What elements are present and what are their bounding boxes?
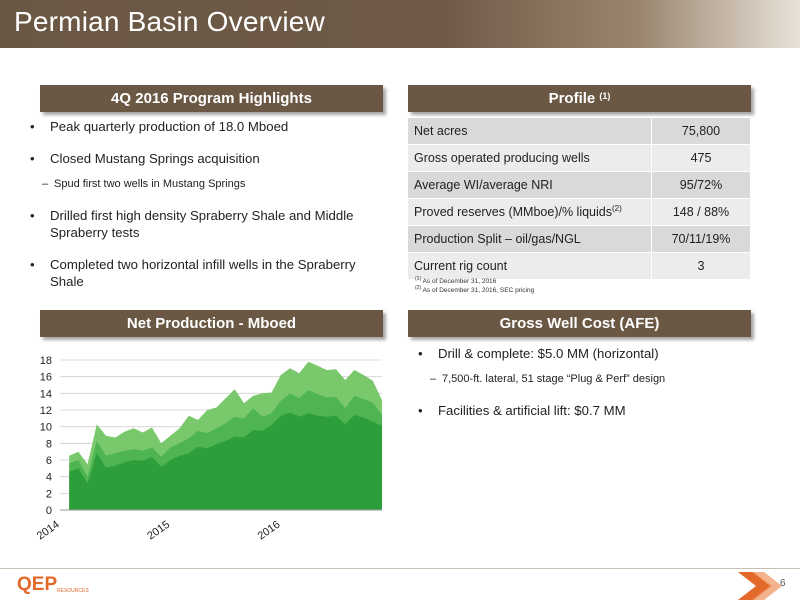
y-tick-label: 18 — [40, 355, 52, 367]
profile-table: Net acres 75,800 Gross operated producing … — [407, 117, 751, 280]
net-production-chart: 0 2 4 6 8 10 12 14 16 18 2014 2015 2016 — [35, 355, 382, 543]
profile-row-label: Production Split – oil/gas/NGL — [407, 225, 652, 253]
logo-text: QEP — [17, 574, 57, 595]
title-bar: Permian Basin Overview — [0, 0, 800, 48]
footnote-1: (1) As of December 31, 2016 — [415, 276, 496, 285]
profile-label-text: Production Split – oil/gas/NGL — [414, 232, 581, 246]
profile-label-text: Proved reserves (MMboe)/% liquids — [414, 205, 612, 220]
profile-heading-text: Profile — [548, 90, 596, 107]
y-tick-label: 12 — [40, 405, 52, 417]
production-heading: Net Production - Mboed — [40, 310, 383, 337]
profile-row-label: Net acres — [407, 117, 652, 145]
x-tick-label: 2016 — [256, 519, 283, 543]
well-cost-heading: Gross Well Cost (AFE) — [408, 310, 751, 337]
x-tick-label: 2014 — [35, 519, 62, 543]
y-tick-label: 10 — [40, 422, 52, 434]
profile-row-label: Current rig count — [407, 252, 652, 280]
highlight-item: Spud first two wells in Mustang Springs — [22, 176, 392, 193]
footnote-2: (2) As of December 31, 2016, SEC pricing — [415, 285, 534, 294]
y-tick-label: 6 — [46, 455, 52, 467]
profile-row-value: 3 — [651, 252, 751, 280]
profile-row-label: Average WI/average NRI — [407, 171, 652, 199]
profile-row-value: 148 / 88% — [651, 198, 751, 226]
highlight-item: Peak quarterly production of 18.0 Mboed — [22, 118, 392, 135]
profile-row: Current rig count 3 — [407, 252, 751, 280]
profile-label-text: Current rig count — [414, 259, 508, 273]
logo-subtext: RESOURCES — [57, 588, 89, 594]
profile-row: Gross operated producing wells 475 — [407, 144, 751, 172]
production-heading-text: Net Production - Mboed — [126, 315, 297, 332]
profile-heading-footnote: (1) — [599, 91, 611, 101]
well-cost-list: Drill & complete: $5.0 MM (horizontal) 7,… — [410, 345, 780, 434]
footnote-2-text: As of December 31, 2016, SEC pricing — [422, 287, 535, 295]
profile-row-value: 95/72% — [651, 171, 751, 199]
page-number: 6 — [780, 578, 786, 589]
y-tick-label: 2 — [46, 488, 52, 500]
profile-row-value: 70/11/19% — [651, 225, 751, 253]
highlight-item: Drilled first high density Spraberry Sha… — [22, 207, 392, 241]
profile-label-text: Net acres — [414, 124, 468, 138]
footnote-1-mark: (1) — [415, 276, 422, 282]
highlights-heading: 4Q 2016 Program Highlights — [40, 85, 383, 112]
profile-label-footnote: (2) — [612, 204, 622, 214]
well-cost-item: Facilities & artificial lift: $0.7 MM — [410, 402, 780, 419]
y-tick-label: 0 — [46, 505, 52, 517]
well-cost-item: 7,500-ft. lateral, 51 stage “Plug & Perf… — [410, 371, 780, 388]
highlights-list: Peak quarterly production of 18.0 Mboed C… — [22, 118, 392, 305]
y-tick-label: 4 — [46, 472, 52, 484]
highlights-heading-text: 4Q 2016 Program Highlights — [111, 90, 312, 107]
y-tick-label: 14 — [40, 388, 52, 400]
area-series-1 — [69, 412, 382, 510]
profile-row: Production Split – oil/gas/NGL 70/11/19% — [407, 225, 751, 253]
y-tick-label: 8 — [46, 438, 52, 450]
profile-row-value: 75,800 — [651, 117, 751, 145]
profile-row-value: 475 — [651, 144, 751, 172]
profile-row-label: Gross operated producing wells — [407, 144, 652, 172]
chevron-arrow-icon — [738, 572, 782, 600]
x-tick-label: 2015 — [145, 519, 172, 543]
profile-row: Proved reserves (MMboe)/% liquids(2) 148 … — [407, 198, 751, 226]
well-cost-heading-text: Gross Well Cost (AFE) — [499, 315, 660, 332]
footer-divider — [0, 568, 800, 569]
highlight-item: Completed two horizontal infill wells in… — [22, 256, 392, 290]
profile-row-label: Proved reserves (MMboe)/% liquids(2) — [407, 198, 652, 226]
profile-row: Average WI/average NRI 95/72% — [407, 171, 751, 199]
y-tick-label: 16 — [40, 372, 52, 384]
profile-label-text: Gross operated producing wells — [414, 151, 590, 165]
highlight-item: Closed Mustang Springs acquisition — [22, 150, 392, 167]
profile-row: Net acres 75,800 — [407, 117, 751, 145]
footnote-2-mark: (2) — [415, 285, 422, 291]
profile-heading: Profile (1) — [408, 85, 751, 112]
qep-logo: QEP RESOURCES — [17, 574, 89, 595]
well-cost-item: Drill & complete: $5.0 MM (horizontal) — [410, 345, 780, 362]
page-title: Permian Basin Overview — [14, 6, 325, 37]
footnote-1-text: As of December 31, 2016 — [422, 278, 497, 286]
profile-label-text: Average WI/average NRI — [414, 178, 553, 192]
